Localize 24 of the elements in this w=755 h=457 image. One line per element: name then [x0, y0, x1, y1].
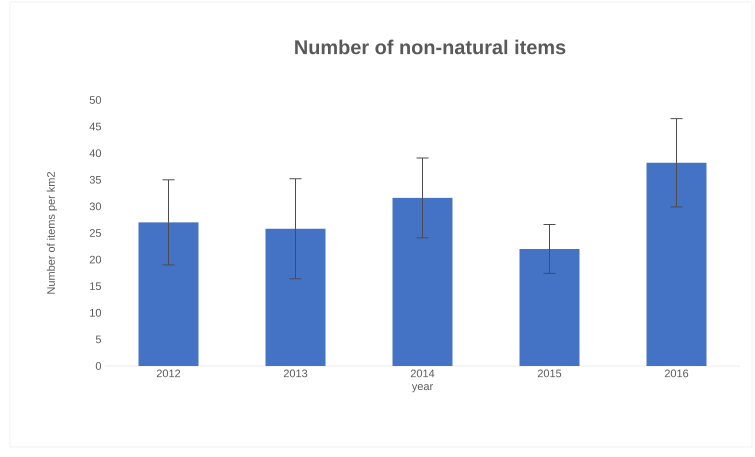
y-tick-label: 25: [90, 229, 102, 237]
bar: [646, 162, 707, 366]
bar: [266, 228, 326, 366]
y-tick-label: 35: [90, 176, 102, 184]
x-axis-title: year: [412, 384, 433, 392]
y-tick-label: 5: [96, 336, 102, 344]
y-tick-label: 0: [96, 362, 102, 370]
y-tick-label: 40: [90, 149, 102, 158]
x-tick-label: 2013: [284, 370, 308, 378]
x-tick-label: 2015: [538, 370, 562, 378]
x-tick-label: 2012: [156, 370, 180, 378]
bar: [520, 248, 580, 366]
y-tick-label: 20: [90, 256, 102, 264]
y-tick-label: 10: [90, 308, 102, 317]
y-tick-label: 15: [90, 282, 102, 290]
y-axis-title: Number of items per km2: [46, 172, 58, 294]
bar: [392, 198, 452, 366]
y-tick-label: 30: [90, 202, 102, 210]
y-tick-label: 45: [90, 122, 102, 130]
chart-title: Number of non-natural items: [295, 40, 566, 54]
x-tick-label: 2016: [664, 370, 688, 378]
bar: [138, 222, 198, 366]
y-tick-label: 50: [90, 96, 102, 104]
x-tick-label: 2014: [410, 370, 434, 378]
